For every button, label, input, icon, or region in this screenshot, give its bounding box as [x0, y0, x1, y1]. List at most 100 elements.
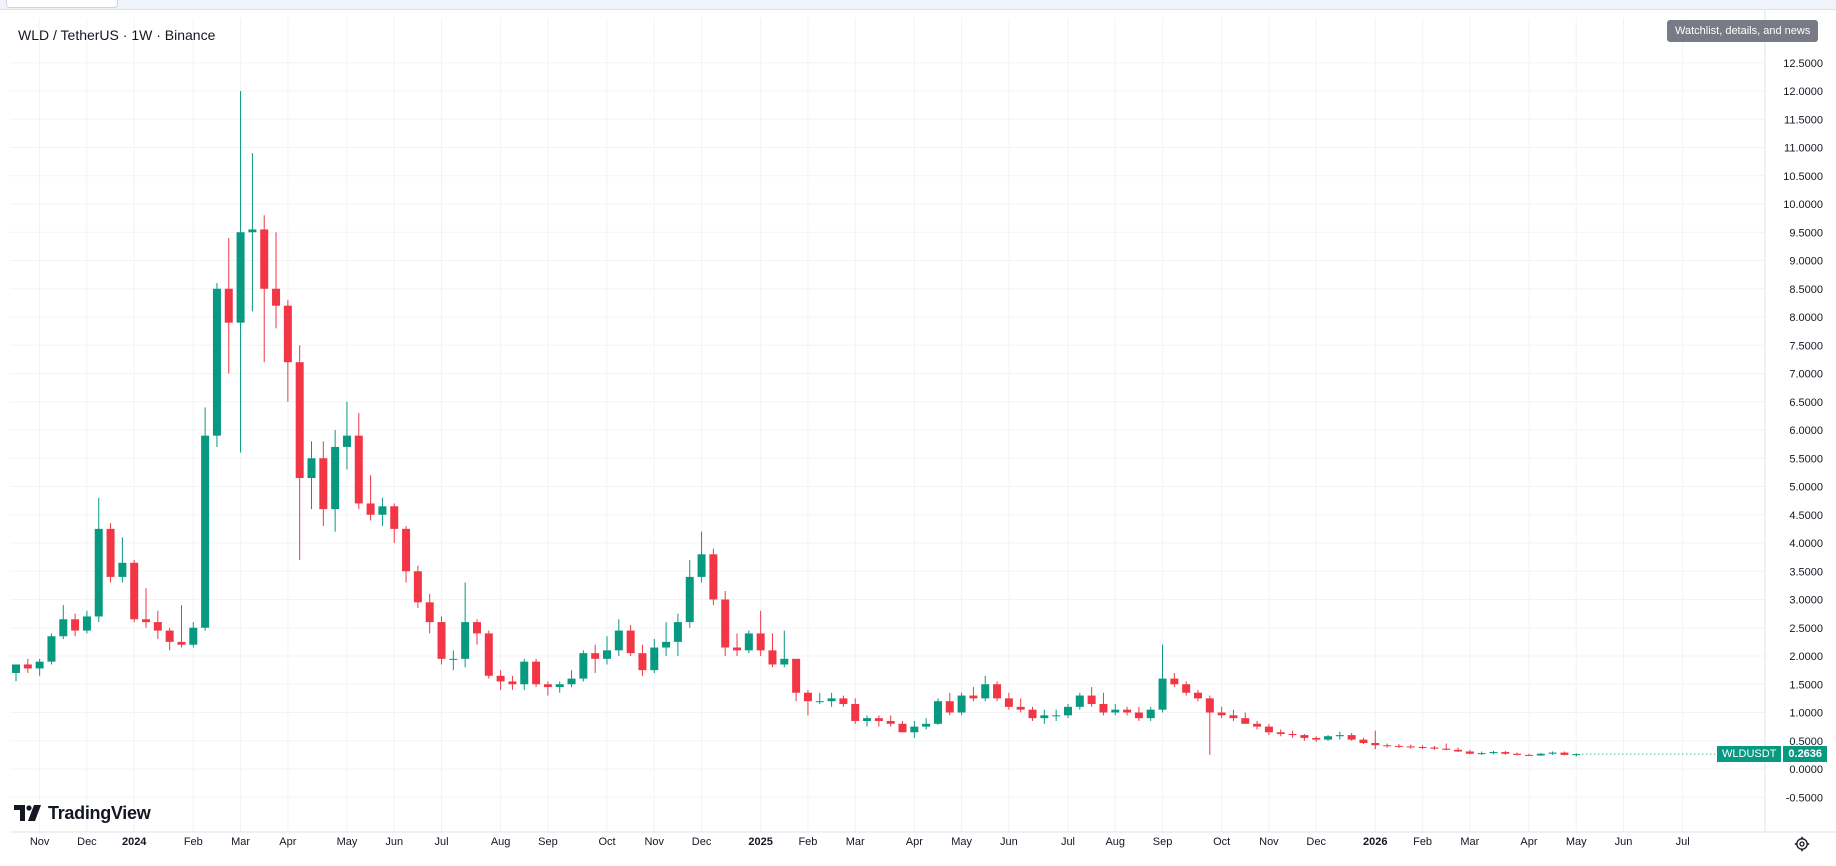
candle-body [898, 723, 907, 733]
price-tick-label: 6.0000 [1789, 425, 1823, 437]
tradingview-logo[interactable]: TradingView [14, 801, 151, 825]
time-tick-label: Nov [644, 836, 664, 848]
candle-body [47, 636, 56, 662]
price-tick-label: 8.0000 [1789, 312, 1823, 324]
candle-body [472, 622, 481, 634]
candle-body [1052, 715, 1061, 717]
candle-body [1040, 715, 1049, 719]
price-tick-label: 10.5000 [1783, 171, 1823, 183]
candle-body [1075, 695, 1084, 707]
time-tick-label: Nov [30, 836, 50, 848]
candle-body [1465, 751, 1474, 754]
candle-body [1016, 706, 1025, 710]
time-axis[interactable]: Nov Dec 2024 Feb Mar Apr May Jun Jul Aug Sep Oct Nov… [30, 836, 1690, 848]
candle-body [106, 528, 115, 577]
candle-body [638, 653, 647, 671]
candle-body [1111, 709, 1120, 713]
candle-body [1063, 706, 1072, 716]
time-tick-label: Nov [1259, 836, 1279, 848]
candle-body [94, 528, 103, 617]
time-tick-label: Mar [1460, 836, 1479, 848]
candle-body [874, 718, 883, 721]
candle-body [721, 599, 730, 648]
candle-body [851, 704, 860, 721]
candle-body [1205, 698, 1214, 713]
candle-body [1406, 746, 1415, 748]
candle-body [331, 446, 340, 510]
chart-grid [10, 10, 1836, 833]
candle-body [650, 647, 659, 671]
time-tick-label: 2026 [1363, 836, 1387, 848]
candle-body [1477, 753, 1486, 755]
time-tick-label: Mar [231, 836, 250, 848]
candle-body [82, 616, 91, 631]
browser-tab[interactable] [6, 0, 118, 8]
time-tick-label: Aug [1105, 836, 1125, 848]
candle-body [1335, 735, 1344, 737]
price-tick-label: 1.5000 [1789, 679, 1823, 691]
price-axis[interactable]: 12.5000 12.0000 11.5000 11.0000 10.5000 10.00… [1783, 58, 1823, 805]
watchlist-details-news-button[interactable]: Watchlist, details, and news [1667, 20, 1819, 42]
candle-body [744, 633, 753, 651]
time-tick-label: May [951, 836, 972, 848]
candle-body [543, 684, 552, 688]
price-tick-label: 6.5000 [1789, 397, 1823, 409]
candle-body [1560, 752, 1569, 755]
chart-frame[interactable]: 12.5000 12.0000 11.5000 11.0000 10.5000 10.00… [0, 10, 1836, 866]
candle-body [792, 658, 801, 693]
candle-body [1099, 704, 1108, 713]
candle-body [1123, 709, 1132, 713]
browser-top-strip [0, 0, 1836, 10]
price-tick-label: 3.5000 [1789, 566, 1823, 578]
candle-body [603, 650, 611, 659]
candle-body [1359, 739, 1368, 744]
candle-body [756, 633, 765, 651]
symbol-title[interactable]: WLD / TetherUS · 1W · Binance [18, 27, 216, 43]
candle-body [555, 684, 564, 688]
candle-body [1430, 747, 1439, 749]
price-tick-label: 8.5000 [1789, 284, 1823, 296]
time-tick-label: Dec [692, 836, 712, 848]
candle-body [130, 562, 139, 620]
time-tick-label: Dec [1306, 836, 1326, 848]
candle-body [295, 362, 304, 479]
candle-body [224, 288, 233, 323]
candle-body [1383, 745, 1392, 747]
gear-icon[interactable] [1794, 836, 1810, 852]
candle-body [685, 576, 694, 623]
candle-body [1394, 745, 1403, 747]
candle-body [1170, 678, 1179, 685]
candle-body [1454, 749, 1463, 752]
candle-body [1513, 753, 1522, 755]
candle-body [1442, 748, 1451, 750]
candle-body [1300, 735, 1309, 738]
time-tick-label: May [337, 836, 358, 848]
tradingview-logo-icon [14, 805, 41, 821]
candles-layer [12, 91, 1765, 757]
candle-body [1347, 735, 1356, 740]
candle-body [484, 633, 493, 676]
candle-body [212, 288, 221, 436]
candle-body [402, 528, 411, 572]
time-tick-label: Jul [1676, 836, 1690, 848]
time-tick-label: Feb [798, 836, 817, 848]
candle-body [1028, 709, 1037, 719]
candle-body [520, 661, 529, 685]
candle-body [307, 458, 316, 479]
time-tick-label: Oct [1213, 836, 1230, 848]
candle-body [1158, 678, 1167, 710]
time-tick-label: Apr [906, 836, 923, 848]
price-tick-label: 7.5000 [1789, 340, 1823, 352]
candle-body [165, 630, 174, 642]
candle-body [342, 435, 351, 447]
price-tick-label: -0.5000 [1786, 792, 1823, 804]
candle-body [1134, 712, 1143, 719]
candle-body [1524, 754, 1533, 756]
candle-body [1312, 737, 1321, 740]
candle-body [910, 726, 919, 733]
candle-body [1536, 753, 1545, 756]
candle-body [532, 661, 541, 685]
candlestick-chart[interactable]: 12.5000 12.0000 11.5000 11.0000 10.5000 10.00… [5, 10, 1836, 866]
candle-body [272, 288, 281, 306]
candle-body [354, 435, 363, 504]
